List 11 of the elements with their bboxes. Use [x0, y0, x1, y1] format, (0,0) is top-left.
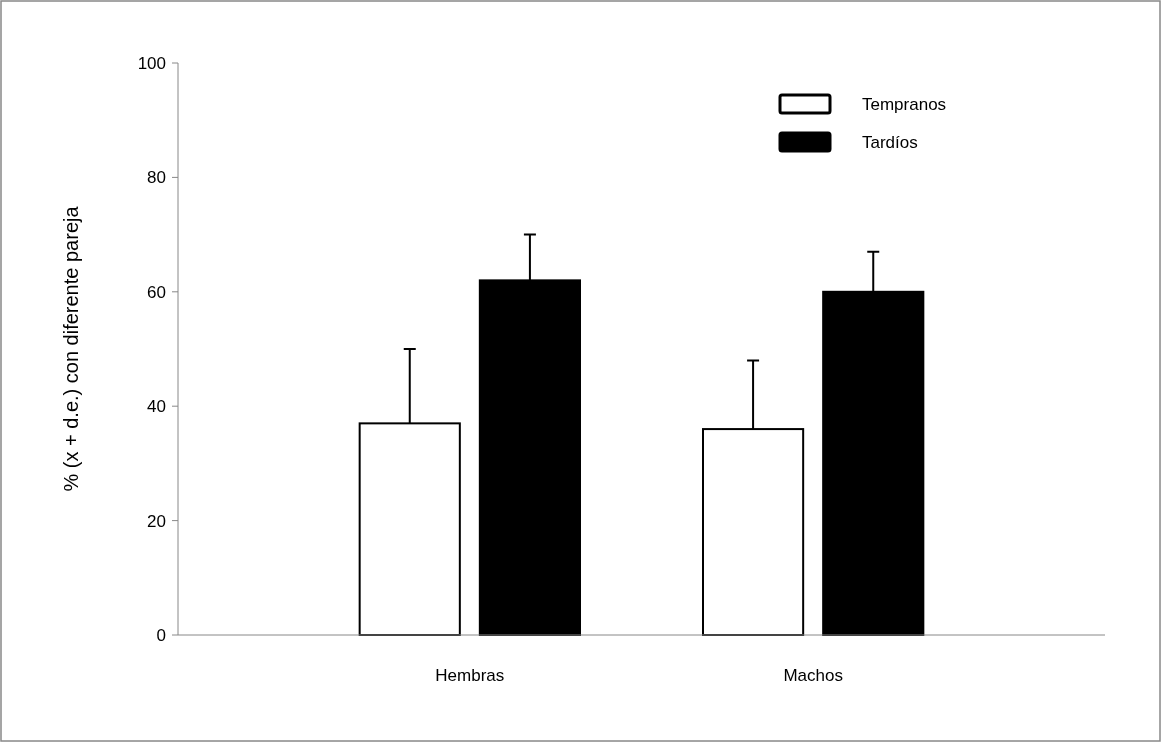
y-tick-label: 20 [147, 511, 166, 531]
x-tick-label: Hembras [435, 666, 505, 685]
y-tick-label: 100 [137, 53, 166, 73]
y-tick-label: 60 [147, 282, 166, 302]
x-tick-label: Machos [783, 666, 843, 685]
y-axis-title: % (x + d.e.) con diferente pareja [60, 205, 82, 492]
legend-label: Tempranos [862, 94, 947, 114]
legend-label: Tardíos [862, 132, 918, 152]
y-tick-label: 40 [147, 397, 166, 417]
y-tick-label: 0 [156, 625, 166, 645]
y-tick-label: 80 [147, 168, 166, 188]
